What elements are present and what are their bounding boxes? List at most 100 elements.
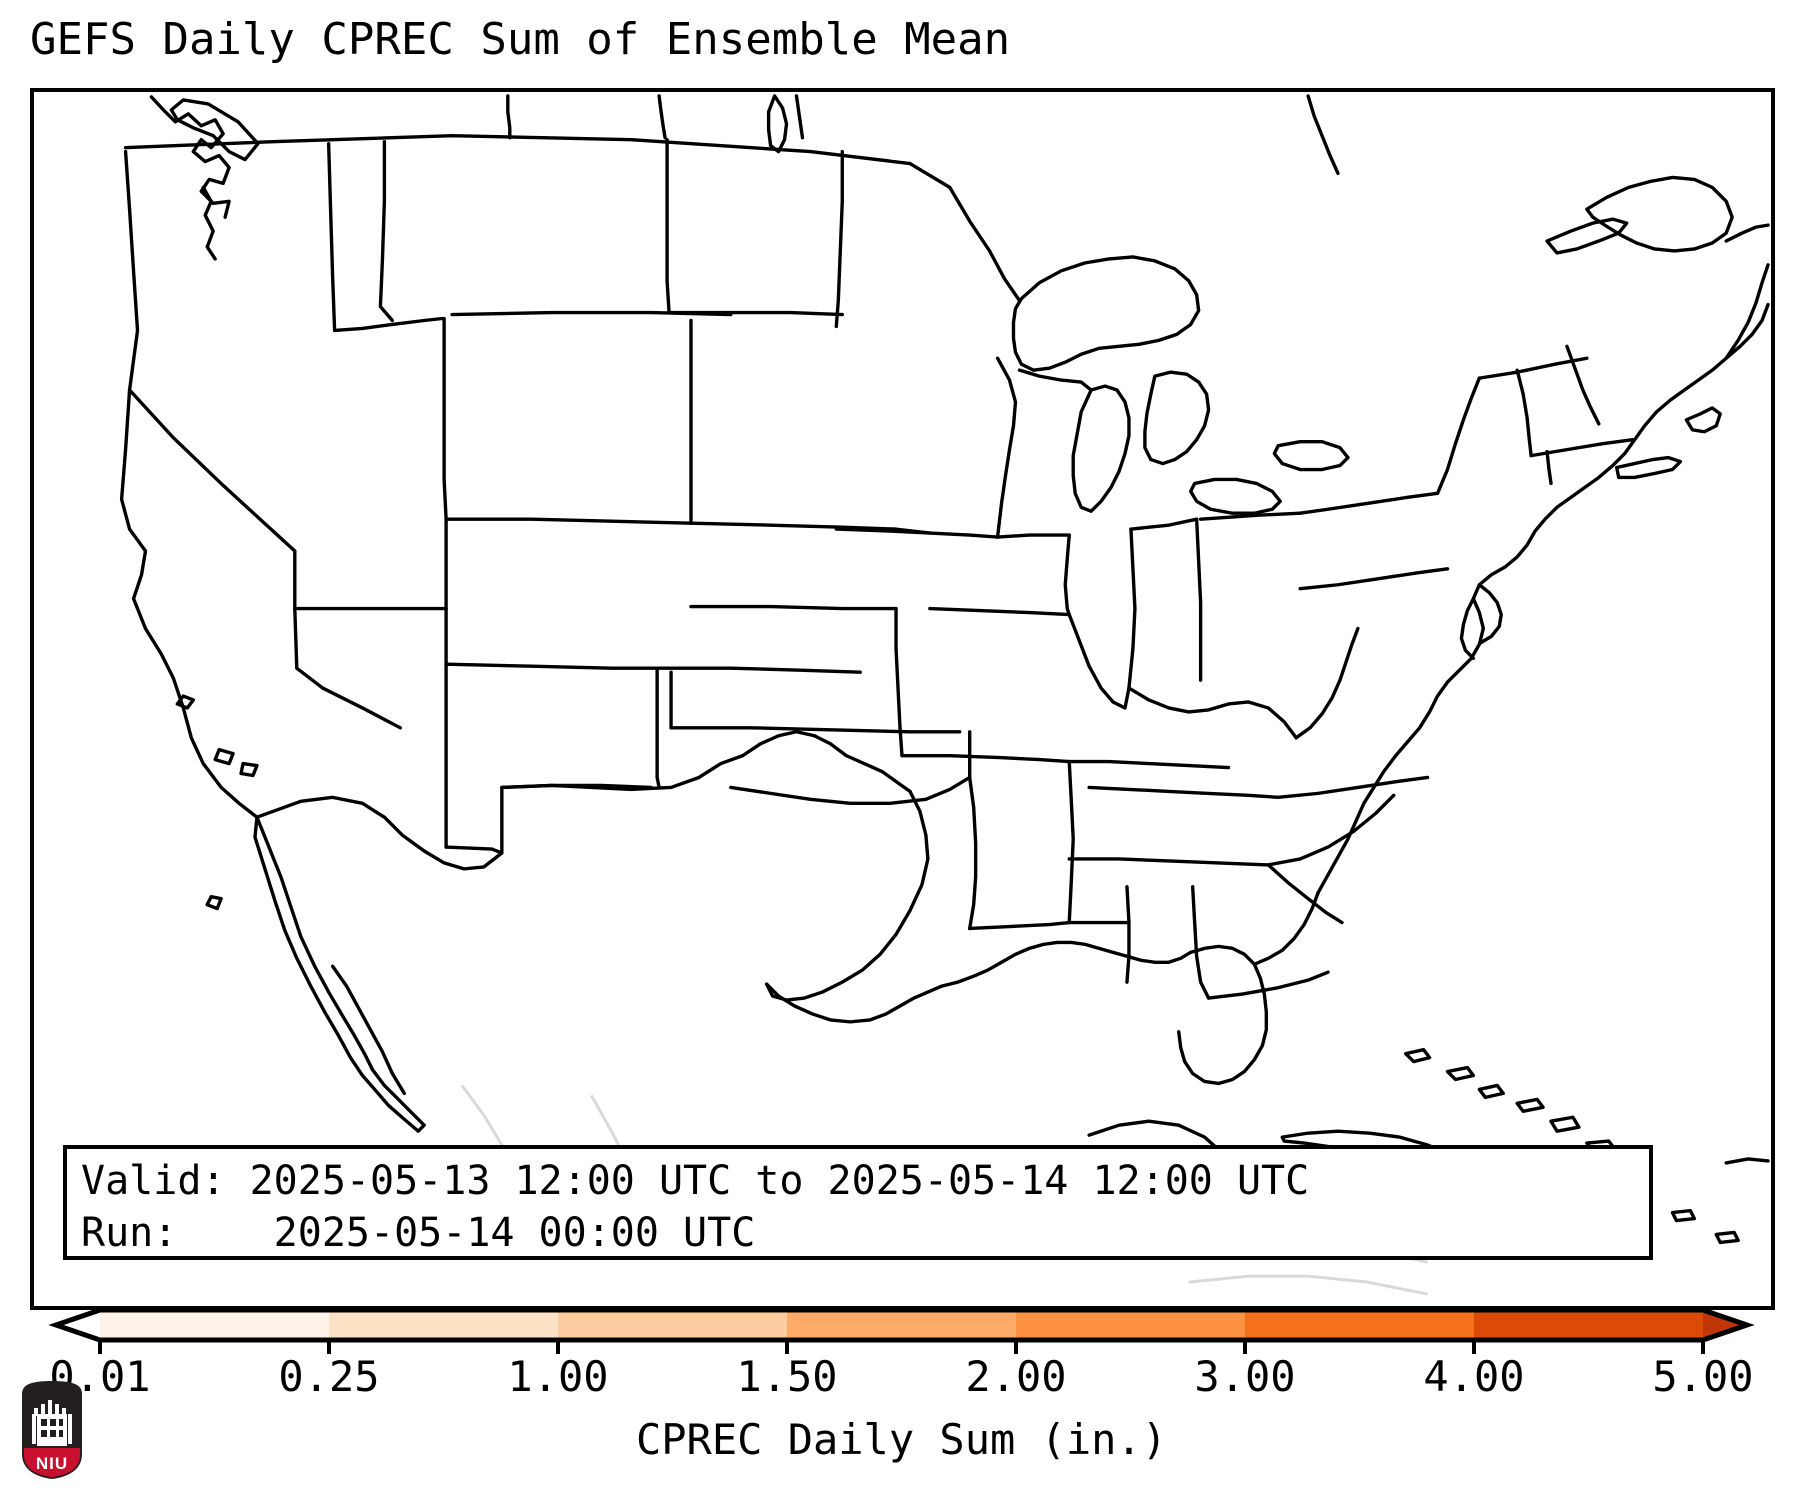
coastline-nova-scotia bbox=[1724, 223, 1770, 243]
state-border-ar-ms bbox=[1067, 759, 1075, 925]
colorbar-tick-label-7: 5.00 bbox=[1652, 1352, 1754, 1401]
border-us-mexico bbox=[255, 730, 912, 871]
colorbar-segment-0 bbox=[100, 1310, 330, 1340]
coastline-gulf-of-california bbox=[330, 964, 406, 1096]
coastline-delmarva bbox=[1477, 583, 1503, 645]
border-us-canada-lakes bbox=[908, 161, 1022, 303]
island-bahamas-1 bbox=[1403, 1048, 1432, 1064]
state-border-ia-il bbox=[1063, 533, 1071, 617]
lake-winnipeg bbox=[766, 94, 789, 154]
colorbar-tick-label-2: 1.00 bbox=[507, 1352, 609, 1401]
island-channel-1 bbox=[175, 694, 195, 710]
valid-time-line: Valid: 2025-05-13 12:00 UTC to 2025-05-1… bbox=[81, 1158, 1310, 1204]
state-border-ma-ct-ri bbox=[1529, 438, 1635, 458]
state-border-ks-ok bbox=[669, 726, 962, 734]
colorbar-over-arrow bbox=[1703, 1310, 1747, 1340]
state-border-mn-ia bbox=[834, 527, 1000, 539]
state-border-wy-id-ut bbox=[442, 316, 448, 521]
border-canada-on-qc bbox=[1306, 94, 1340, 176]
state-border-tx-la bbox=[967, 775, 978, 931]
state-border-nm-co bbox=[444, 662, 659, 670]
lake-superior bbox=[1011, 255, 1201, 372]
colorbar[interactable] bbox=[0, 1296, 1803, 1356]
state-border-vt-nh bbox=[1515, 368, 1533, 458]
state-border-ms-tn bbox=[1067, 759, 1231, 770]
state-border-mi-oh-in bbox=[1129, 517, 1199, 531]
lake-ontario bbox=[1272, 440, 1350, 472]
map-panel bbox=[30, 88, 1775, 1310]
state-border-nv-ca bbox=[127, 388, 297, 553]
coastline-st-lawrence bbox=[1585, 175, 1734, 253]
conus-map bbox=[119, 94, 1770, 1296]
state-border-ct-ny bbox=[1545, 449, 1553, 486]
colorbar-under-arrow bbox=[56, 1310, 100, 1340]
castle-windows bbox=[41, 1419, 63, 1437]
state-border-mn-wi bbox=[995, 356, 1018, 539]
shield-red-band bbox=[24, 1448, 80, 1477]
island-channel-3 bbox=[239, 761, 259, 778]
lake-erie bbox=[1188, 477, 1282, 515]
border-canada-ab-sk bbox=[657, 94, 667, 140]
state-border-tx-ok-red bbox=[729, 775, 972, 806]
state-border-ny-vt-nh bbox=[1435, 376, 1482, 496]
state-border-ga-fl bbox=[1206, 970, 1330, 1000]
state-border-or-id bbox=[332, 316, 444, 333]
coastline-vancouver-island bbox=[169, 98, 260, 162]
state-border-pa-ny bbox=[1298, 491, 1440, 515]
page-title: GEFS Daily CPREC Sum of Ensemble Mean bbox=[30, 14, 1011, 65]
coastline-chesapeake bbox=[1459, 596, 1476, 660]
lake-michigan bbox=[1071, 384, 1131, 513]
state-border-in-oh bbox=[1194, 517, 1203, 682]
colorbar-segment-1 bbox=[329, 1310, 559, 1340]
state-border-oh-pa-wv bbox=[1198, 511, 1302, 521]
island-bahamas-5 bbox=[1549, 1115, 1581, 1133]
island-bahamas-4 bbox=[1515, 1097, 1545, 1113]
state-border-nc-sc bbox=[1266, 793, 1396, 867]
state-border-wi-il bbox=[995, 533, 1071, 539]
state-border-az-mexico bbox=[444, 845, 504, 855]
state-border-nd-mt bbox=[665, 137, 671, 315]
state-border-tn-al-ga bbox=[1067, 857, 1271, 867]
colorbar-tick-label-1: 0.25 bbox=[278, 1352, 380, 1401]
state-border-al-ga bbox=[1190, 885, 1211, 1000]
island-socorro bbox=[205, 895, 223, 911]
coastline-hispaniola bbox=[1724, 1157, 1770, 1165]
state-border-ms-al bbox=[1125, 885, 1131, 984]
colorbar-tick-label-5: 3.00 bbox=[1194, 1352, 1296, 1401]
state-border-ny-ma-north bbox=[1477, 356, 1589, 380]
coastline-pacific-northwest bbox=[149, 95, 231, 219]
coastline-long-island bbox=[1615, 455, 1683, 480]
coastline-florida bbox=[1177, 944, 1269, 1086]
island-small-2 bbox=[1670, 1208, 1697, 1223]
coastline-florida-east bbox=[1252, 891, 1320, 966]
coastline-cape-cod bbox=[1684, 406, 1722, 434]
run-time-line: Run: 2025-05-14 00:00 UTC bbox=[81, 1210, 756, 1256]
state-border-mt-id-west bbox=[378, 139, 395, 323]
state-border-nm-tx bbox=[655, 666, 661, 790]
state-border-ne-ks bbox=[689, 604, 898, 611]
state-border-co-ks-ok bbox=[655, 666, 862, 674]
state-border-va-nc bbox=[1276, 775, 1430, 800]
colorbar-segment-2 bbox=[558, 1310, 788, 1340]
coastline-puget-sound bbox=[201, 185, 217, 261]
coastline-mexico-gulf bbox=[764, 789, 930, 1002]
colorbar-tick-label-4: 2.00 bbox=[965, 1352, 1067, 1401]
state-border-pa-md bbox=[1298, 567, 1450, 591]
coastline-maine bbox=[1724, 263, 1770, 360]
colorbar-outline bbox=[48, 1307, 1755, 1343]
island-channel-2 bbox=[213, 747, 235, 766]
state-border-nv-ut-az bbox=[293, 549, 403, 730]
niu-logo: NIU bbox=[18, 1378, 86, 1482]
border-canada-bc-ab bbox=[506, 94, 512, 140]
coastline-us-east bbox=[1316, 302, 1770, 895]
state-border-mn-nd bbox=[834, 149, 844, 329]
colorbar-segment-6 bbox=[1474, 1310, 1704, 1340]
island-bahamas-3 bbox=[1477, 1083, 1505, 1100]
colorbar-segment-4 bbox=[1016, 1310, 1246, 1340]
state-border-sc-ga bbox=[1266, 863, 1344, 925]
valid-run-info-box: Valid: 2025-05-13 12:00 UTC to 2025-05-1… bbox=[63, 1145, 1653, 1260]
colorbar-svg[interactable] bbox=[0, 1296, 1803, 1356]
colorbar-tick-label-6: 4.00 bbox=[1423, 1352, 1525, 1401]
colorbar-segments bbox=[56, 1310, 1747, 1340]
state-border-wy-co bbox=[444, 517, 693, 525]
